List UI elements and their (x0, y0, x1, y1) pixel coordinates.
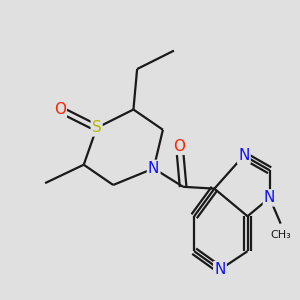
Text: CH₃: CH₃ (270, 230, 291, 240)
Text: N: N (148, 161, 159, 176)
Text: N: N (264, 190, 275, 205)
Text: O: O (54, 102, 66, 117)
Text: N: N (238, 148, 250, 163)
Text: S: S (92, 120, 101, 135)
Text: O: O (173, 139, 185, 154)
Text: N: N (214, 262, 226, 277)
